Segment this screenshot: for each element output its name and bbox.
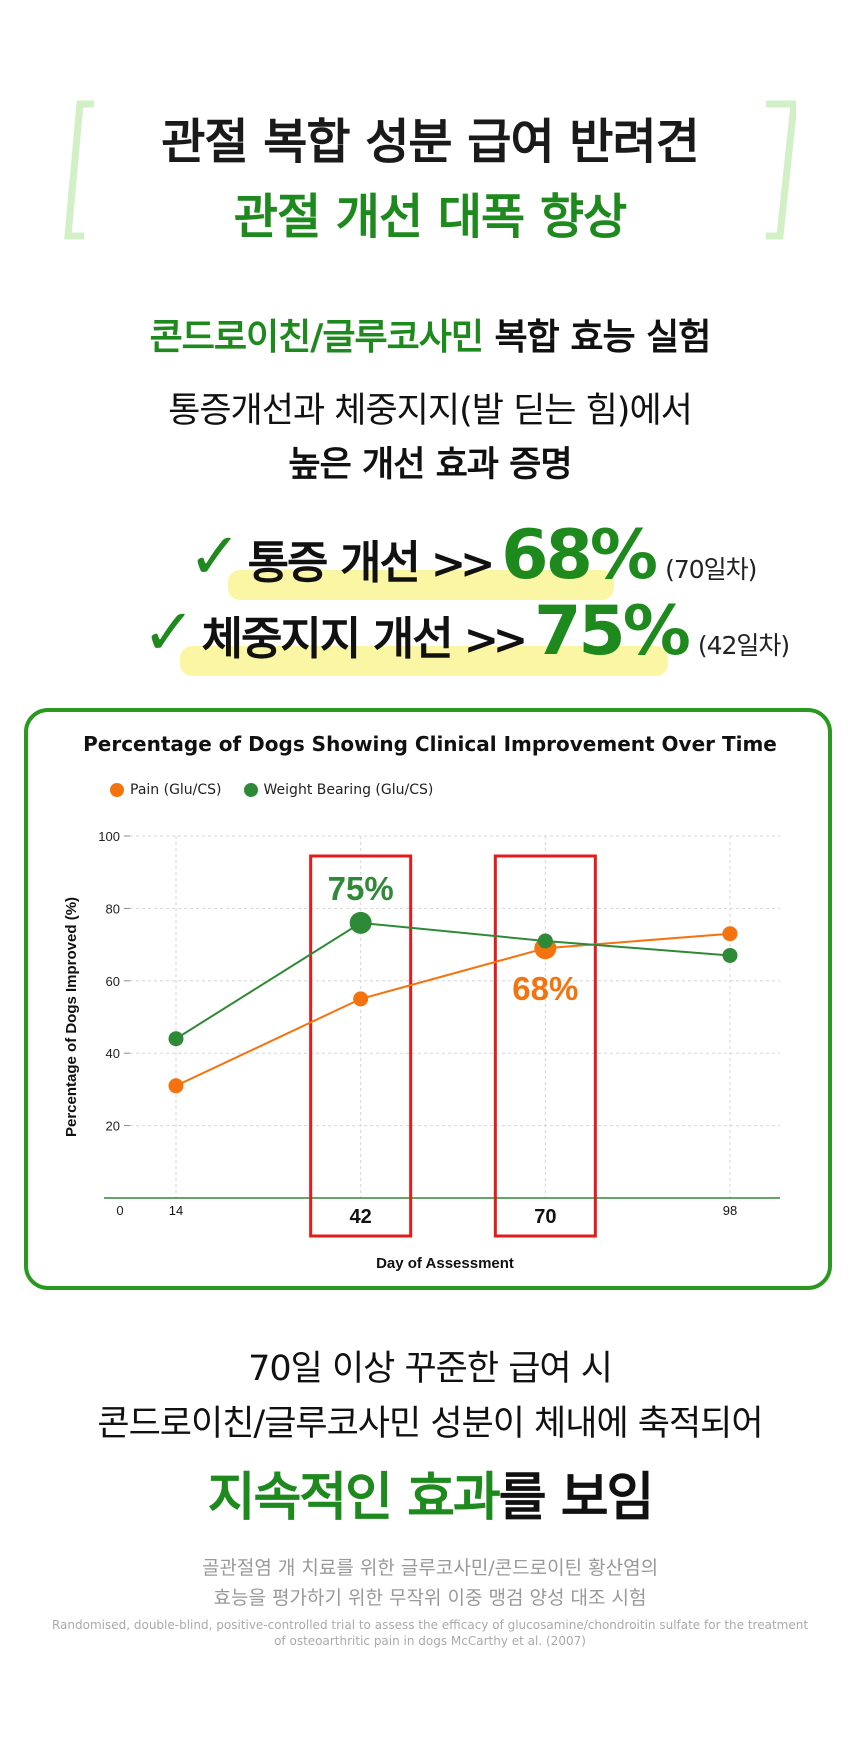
stat-pain-label: 통증 개선 — [247, 536, 421, 589]
reference-ko-line2: 효능을 평가하기 위한 무작위 이중 맹검 양성 대조 시험 — [213, 1587, 647, 1609]
chart-legend: Pain (Glu/CS) Weight Bearing (Glu/CS) — [110, 782, 455, 798]
data-point-weight-bearing — [722, 947, 738, 963]
headline-line2: 관절 개선 대폭 향상 — [233, 189, 627, 245]
stat-pain-arrows: >> — [430, 539, 495, 588]
reference-en-line2: of osteoarthritic pain in dogs McCarthy … — [274, 1634, 586, 1648]
highlight-box — [309, 854, 413, 1238]
stat-pain: ✓ 통증 개선 >> 68% (70일차) — [188, 516, 757, 595]
experiment-desc-line2: 높은 개선 효과 증명 — [288, 445, 572, 485]
y-tick-label: 40 — [106, 1046, 120, 1061]
x-axis-label: Day of Assessment — [376, 1255, 514, 1272]
y-tick-label: 100 — [98, 829, 120, 844]
data-point-pain — [168, 1078, 184, 1094]
stat-weight-day: (42일차) — [697, 631, 790, 660]
experiment-title-black: 복합 효능 실험 — [483, 317, 712, 358]
legend-label-pain: Pain (Glu/CS) — [130, 782, 222, 798]
x-tick-label: 14 — [169, 1203, 183, 1218]
legend-item-pain: Pain (Glu/CS) — [110, 782, 222, 798]
check-icon: ✓ — [188, 520, 242, 594]
stat-weight-label: 체중지지 개선 — [201, 612, 454, 665]
chart-title: Percentage of Dogs Showing Clinical Impr… — [83, 732, 777, 756]
stat-highlight-weight — [180, 646, 668, 676]
data-point-weight-bearing — [349, 911, 372, 934]
x-tick-label: 70 — [534, 1206, 556, 1228]
conclusion-black: 를 보임 — [498, 1468, 655, 1528]
annotation-label: 68% — [512, 970, 578, 1007]
experiment-title: 콘드로이친/글루코사민 복합 효능 실험 — [0, 308, 860, 360]
series-line-weight-bearing — [175, 921, 731, 1040]
check-icon: ✓ — [142, 596, 196, 670]
stat-weight-arrows: >> — [463, 615, 528, 664]
x-tick-label: 98 — [723, 1203, 737, 1218]
conclusion-line3: 지속적인 효과를 보임 — [0, 1455, 860, 1530]
conclusion-line2: 콘드로이친/글루코사민 성분이 체내에 축적되어 — [97, 1404, 763, 1444]
stat-weight: ✓ 체중지지 개선 >> 75% (42일차) — [142, 592, 790, 671]
reference-en-line1: Randomised, double-blind, positive-contr… — [51, 1618, 809, 1632]
data-point-pain — [722, 926, 738, 942]
conclusion-line1: 70일 이상 꾸준한 급여 시 — [248, 1349, 613, 1389]
conclusion-green: 지속적인 효과 — [207, 1468, 501, 1528]
legend-item-weight: Weight Bearing (Glu/CS) — [243, 782, 434, 798]
legend-dot-pain — [110, 783, 124, 797]
data-point-weight-bearing — [168, 1031, 184, 1047]
stat-pain-day: (70일차) — [665, 555, 757, 584]
data-point-pain — [353, 991, 369, 1007]
annotation-label: 75% — [328, 870, 394, 907]
x-tick-label: 42 — [350, 1206, 372, 1228]
right-bracket-decoration — [766, 100, 796, 240]
y-tick-label: 80 — [106, 901, 120, 916]
legend-dot-weight — [243, 783, 258, 797]
origin-label: 0 — [116, 1203, 123, 1218]
y-tick-label: 20 — [106, 1119, 120, 1134]
reference-en: Randomised, double-blind, positive-contr… — [0, 1617, 860, 1649]
line-chart: 20 40 60 80 100 0 14 42 70 98 75% 68% Day of Assessm… — [63, 829, 780, 1272]
stat-highlight-pain — [228, 570, 614, 600]
stat-pain-value: 68% — [501, 516, 658, 595]
highlight-box — [493, 854, 597, 1238]
headline-line1: 관절 복합 성분 급여 반려견 — [161, 114, 700, 170]
experiment-desc-line1: 통증개선과 체중지지(발 딛는 힘)에서 — [168, 391, 693, 431]
chart-card — [24, 708, 832, 1290]
experiment-title-green: 콘드로이친/글루코사민 — [149, 317, 484, 358]
stat-weight-value: 75% — [534, 592, 691, 671]
y-axis-label: Percentage of Dogs Improved (%) — [63, 897, 80, 1137]
legend-label-weight: Weight Bearing (Glu/CS) — [263, 782, 434, 798]
y-tick-label: 60 — [106, 974, 120, 989]
series-line-pain — [175, 932, 731, 1087]
left-bracket-decoration — [64, 100, 94, 240]
reference-ko-line1: 골관절염 개 치료를 위한 글루코사민/콘드로이틴 황산염의 — [201, 1557, 659, 1579]
data-point-weight-bearing — [537, 933, 553, 949]
